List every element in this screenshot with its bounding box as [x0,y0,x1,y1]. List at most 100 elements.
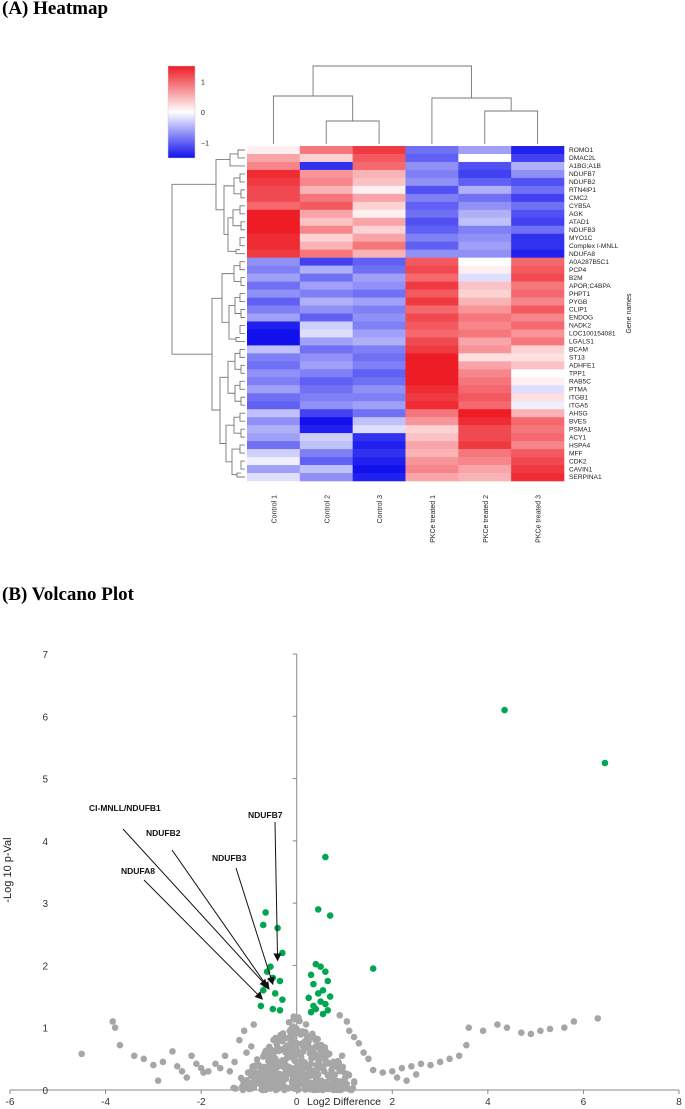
volcano-point-nonsignificant [323,1059,331,1066]
row-dendrogram-branch [239,173,245,183]
volcano-point-nonsignificant [503,1024,511,1032]
volcano-point-significant [279,949,286,957]
volcano-point-nonsignificant [250,1021,258,1028]
heatmap-cell [511,209,565,219]
volcano-point-nonsignificant [285,1018,293,1026]
volcano-point-nonsignificant [306,1066,313,1073]
heatmap-cell [458,273,512,282]
heatmap-cell [511,385,565,394]
volcano-point-nonsignificant [319,1080,326,1087]
volcano-point-nonsignificant [314,1070,321,1077]
heatmap-cell [299,401,353,410]
volcano-point-nonsignificant [322,1048,330,1055]
heatmap-cell [405,169,459,179]
volcano-point-significant [319,1010,327,1018]
heatmap-row-label: CMC2 [569,195,588,202]
volcano-point-nonsignificant [307,1079,314,1087]
heatmap-cell [247,265,301,274]
volcano-point-nonsignificant [518,1029,525,1036]
heatmap-cell [511,369,565,378]
heatmap-cell [458,313,512,322]
heatmap-cell [247,177,301,187]
heatmap-cell [511,393,565,402]
heatmap-cell [405,345,459,354]
volcano-point-nonsignificant [249,1082,257,1090]
volcano-y-tick-label: 2 [42,961,48,972]
row-dendrogram-branch [239,412,245,422]
volcano-point-nonsignificant [290,1075,298,1083]
heatmap-cell [511,377,565,386]
heatmap-figure: ROMO1DMAC2LA1BG;A1BNDUFB7NDUFB2RTN4IP1CM… [167,65,633,543]
heatmap-cell [458,321,512,330]
volcano-point-nonsignificant [268,1083,276,1091]
volcano-point-nonsignificant [245,1085,253,1093]
volcano-point-nonsignificant [293,1046,301,1054]
heatmap-row-label: MYO1C [569,235,593,242]
heatmap-cell [511,441,565,450]
volcano-point-nonsignificant [408,1063,415,1070]
volcano-point-nonsignificant [293,1071,300,1079]
heatmap-row-label: Complex I-MNLL [569,243,619,250]
heatmap-cell [247,321,301,330]
volcano-point-nonsignificant [306,1050,314,1057]
volcano-point-nonsignificant [264,1068,272,1076]
heatmap-cell [247,425,301,434]
volcano-point-nonsignificant [333,1086,340,1094]
heatmap-cell [405,161,459,171]
volcano-point-nonsignificant [341,1080,349,1088]
volcano-point-nonsignificant [345,1071,353,1079]
volcano-point-nonsignificant [328,1069,335,1077]
volcano-annotation-label: NDUFB3 [212,853,247,863]
volcano-point-nonsignificant [311,1043,319,1051]
volcano-point-nonsignificant [273,1080,281,1088]
volcano-ylabel: -Log 10 p-Val [2,837,14,902]
heatmap-cell [247,449,301,458]
volcano-point-significant [259,921,267,929]
heatmap-cell [247,337,301,346]
volcano-point-nonsignificant [312,1081,320,1088]
volcano-point-nonsignificant [288,1064,295,1072]
volcano-point-nonsignificant [281,1044,288,1052]
volcano-point-nonsignificant [240,1027,248,1035]
volcano-point-nonsignificant [317,1081,325,1088]
heatmap-row-label: ST13 [569,355,585,362]
heatmap-row-label: HSPA4 [569,442,590,449]
volcano-point-nonsignificant [274,1070,282,1078]
volcano-point-nonsignificant [302,1060,309,1068]
volcano-point-nonsignificant [252,1061,260,1069]
volcano-point-nonsignificant [260,1063,268,1071]
volcano-annotation-arrow [171,849,270,990]
volcano-point-significant [307,1008,315,1016]
volcano-point-nonsignificant [260,1075,267,1083]
volcano-point-nonsignificant [329,1080,337,1088]
volcano-point-nonsignificant [303,1078,311,1086]
volcano-point-nonsignificant [314,1035,321,1043]
heatmap-cell [458,225,512,235]
volcano-point-nonsignificant [274,1045,282,1052]
volcano-point-nonsignificant [312,1074,320,1081]
column-dendrogram-branch [325,120,380,144]
heatmap-cell [405,425,459,434]
volcano-point-nonsignificant [315,1057,323,1065]
heatmap-cell [299,425,353,434]
volcano-point-nonsignificant [291,1049,299,1057]
volcano-point-nonsignificant [446,1055,453,1063]
volcano-point-nonsignificant [266,1061,273,1068]
volcano-point-nonsignificant [221,1052,229,1060]
volcano-point-nonsignificant [289,1037,297,1045]
volcano-point-significant [501,706,508,714]
volcano-point-nonsignificant [412,1071,420,1078]
volcano-point-nonsignificant [205,1068,212,1075]
volcano-y-tick-label: 1 [42,1024,48,1035]
heatmap-cell [511,217,565,227]
heatmap-cell [458,425,512,434]
volcano-point-significant [263,968,271,975]
heatmap-cell [247,345,301,354]
heatmap-cell [247,169,301,179]
heatmap-row-label: CYB5A [569,203,591,210]
volcano-point-significant [279,996,286,1003]
volcano-point-nonsignificant [284,1065,292,1073]
heatmap-row-label: PYGB [569,299,588,306]
volcano-point-nonsignificant [323,1078,331,1086]
heatmap-cell [299,241,353,250]
